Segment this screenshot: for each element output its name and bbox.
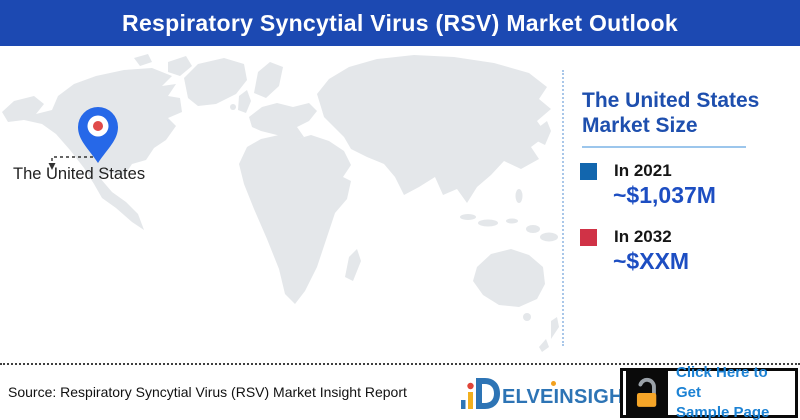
cta-text[interactable]: Click Here to Get Sample Page (668, 364, 795, 420)
delveinsight-logomark (461, 378, 500, 409)
sample-page-button[interactable]: Click Here to Get Sample Page (620, 364, 798, 420)
lock-open-icon (636, 377, 657, 407)
panel-title: The United States Market Size (582, 89, 760, 137)
market-size-row-2021: In 2021 (580, 161, 672, 181)
year-label-2021: In 2021 (614, 161, 672, 180)
market-value-2032: ~$XXM (613, 248, 690, 274)
bullet-square-red (580, 228, 597, 246)
pin-connector-arrow (48, 156, 93, 170)
footer-divider (0, 363, 800, 365)
world-map (2, 54, 559, 352)
cta-line1: Click Here to Get (676, 364, 768, 401)
location-pin-icon[interactable] (78, 107, 118, 163)
page-title: Respiratory Syncytial Virus (RSV) Market… (122, 9, 678, 36)
vertical-divider (562, 70, 564, 346)
market-size-row-2032: In 2032 (580, 227, 672, 247)
map-country-label: The United States (13, 165, 146, 183)
delveinsight-logo: ELVEINSIGHT (459, 375, 636, 412)
logo-wordmark: ELVEINSIGHT (502, 380, 636, 409)
title-underline (582, 146, 746, 148)
year-label-2032: In 2032 (614, 227, 672, 246)
cta-line2: Sample Page (676, 404, 770, 420)
market-value-2021: ~$1,037M (613, 182, 716, 208)
header-banner: Respiratory Syncytial Virus (RSV) Market… (0, 0, 800, 46)
logo-i-dot-icon (551, 381, 556, 386)
bullet-square-blue (580, 162, 597, 180)
map-continents (2, 54, 559, 352)
source-text: Source: Respiratory Syncytial Virus (RSV… (8, 384, 407, 400)
lock-icon-box (626, 371, 668, 415)
